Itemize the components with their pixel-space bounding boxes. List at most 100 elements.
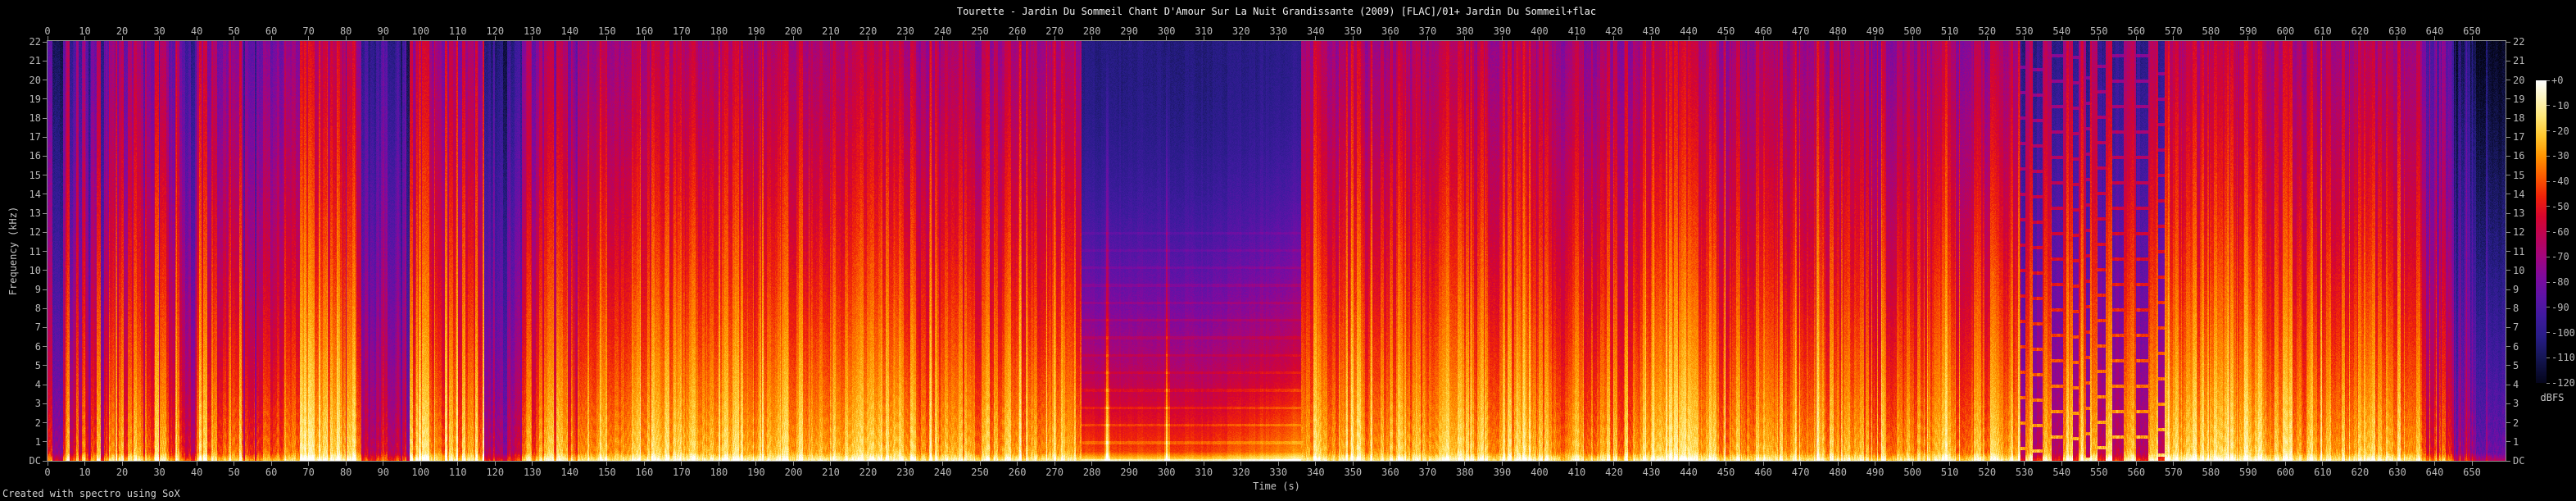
x-axis-tick-top <box>308 36 310 41</box>
plot-border <box>47 40 2506 462</box>
x-axis-tick-label-top: 470 <box>1791 25 1810 37</box>
colorbar-tick <box>2547 206 2550 207</box>
x-axis-tick-bottom <box>494 461 496 466</box>
y-axis-tick-label-left: 21 <box>29 55 41 67</box>
x-axis-tick-top <box>643 36 645 41</box>
x-axis-tick-label-top: 30 <box>153 25 166 37</box>
x-axis-tick-top <box>1800 36 1802 41</box>
x-axis-tick-top <box>569 36 570 41</box>
y-axis-tick-right <box>2506 212 2510 214</box>
x-axis-tick-label-bottom: 290 <box>1120 467 1139 478</box>
x-axis-tick-top <box>942 36 944 41</box>
x-axis-tick-bottom <box>606 461 608 466</box>
x-axis-tick-label-top: 360 <box>1381 25 1399 37</box>
x-axis-tick-top <box>2434 36 2435 41</box>
y-axis-tick-left <box>43 251 48 253</box>
spectrogram-canvas <box>48 41 2506 461</box>
x-axis-tick-top <box>121 36 123 41</box>
x-axis-tick-label-bottom: 340 <box>1306 467 1325 478</box>
x-axis-tick-bottom <box>345 461 347 466</box>
x-axis-tick-label-top: 260 <box>1008 25 1027 37</box>
x-axis-tick-label-bottom: 210 <box>822 467 840 478</box>
x-axis-tick-label-bottom: 410 <box>1567 467 1586 478</box>
y-axis-tick-left <box>43 422 48 424</box>
y-axis-tick-right <box>2506 307 2510 309</box>
x-axis-tick-bottom <box>532 461 533 466</box>
y-axis-tick-left <box>43 326 48 328</box>
x-axis-tick-label-bottom: 130 <box>523 467 542 478</box>
x-axis-tick-label-top: 380 <box>1456 25 1474 37</box>
x-axis-tick-label-bottom: 180 <box>710 467 728 478</box>
x-axis-tick-label-top: 630 <box>2388 25 2406 37</box>
x-axis-tick-label-bottom: 60 <box>265 467 278 478</box>
x-axis-tick-top <box>979 36 981 41</box>
x-axis-tick-bottom <box>1762 461 1764 466</box>
x-axis-tick-label-top: 460 <box>1754 25 1772 37</box>
y-axis-tick-label-right: 14 <box>2513 188 2525 200</box>
x-axis-tick-bottom <box>2024 461 2025 466</box>
x-axis-tick-label-bottom: 90 <box>377 467 389 478</box>
x-axis-tick-label-bottom: 30 <box>153 467 166 478</box>
y-axis-tick-label-right: 17 <box>2513 131 2525 143</box>
x-axis-tick-top <box>1426 36 1428 41</box>
credit-text: Created with spectro using SoX <box>2 488 180 499</box>
x-axis-tick-label-top: 70 <box>302 25 315 37</box>
y-axis-tick-label-right: 6 <box>2513 340 2519 353</box>
y-axis-tick-label-right: 12 <box>2513 226 2525 239</box>
x-axis-tick-bottom <box>1912 461 1913 466</box>
y-axis-tick-left <box>43 136 48 138</box>
x-axis-tick-bottom <box>1054 461 1055 466</box>
colorbar-tick-label: -40 <box>2551 175 2569 187</box>
x-axis-tick-label-bottom: 600 <box>2276 467 2295 478</box>
x-axis-tick-label-bottom: 630 <box>2388 467 2406 478</box>
x-axis-tick-label-top: 610 <box>2314 25 2332 37</box>
x-axis-tick-bottom <box>2322 461 2324 466</box>
y-axis-tick-label-left: 1 <box>34 435 41 448</box>
x-axis-tick-label-top: 500 <box>1903 25 1922 37</box>
x-axis-tick-top <box>2135 36 2137 41</box>
x-axis-tick-top <box>2471 36 2473 41</box>
y-axis-tick-right <box>2506 251 2510 253</box>
x-axis-tick-label-bottom: 0 <box>44 467 51 478</box>
x-axis-tick-label-top: 410 <box>1567 25 1586 37</box>
x-axis-tick-bottom <box>755 461 757 466</box>
y-axis-tick-left <box>43 212 48 214</box>
x-axis-tick-bottom <box>681 461 683 466</box>
x-axis-tick-top <box>270 36 272 41</box>
y-axis-tick-label-left: 13 <box>29 207 41 220</box>
y-axis-tick-right <box>2506 41 2510 43</box>
x-axis-tick-top <box>755 36 757 41</box>
x-axis-tick-label-top: 100 <box>411 25 430 37</box>
x-axis-tick-bottom <box>2359 461 2361 466</box>
y-axis-tick-right <box>2506 460 2510 462</box>
x-axis-tick-label-top: 0 <box>44 25 51 37</box>
x-axis-tick-bottom <box>1651 461 1652 466</box>
y-axis-tick-right <box>2506 231 2510 233</box>
y-axis-tick-label-right: 5 <box>2513 359 2519 371</box>
x-axis-tick-top <box>2098 36 2100 41</box>
y-axis-tick-left <box>43 289 48 290</box>
x-axis-tick-label-top: 310 <box>1195 25 1213 37</box>
x-axis-tick-label-bottom: 20 <box>116 467 129 478</box>
x-axis-tick-label-bottom: 280 <box>1082 467 1101 478</box>
x-axis-tick-label-top: 540 <box>2052 25 2071 37</box>
x-axis-tick-label-bottom: 240 <box>933 467 952 478</box>
y-axis-tick-label-left: 12 <box>29 226 41 239</box>
colorbar-tick <box>2547 231 2550 232</box>
y-axis-tick-label-right: 10 <box>2513 264 2525 276</box>
y-axis-tick-left <box>43 441 48 443</box>
x-axis-tick-bottom <box>942 461 944 466</box>
x-axis-tick-label-bottom: 350 <box>1344 467 1363 478</box>
x-axis-tick-bottom <box>2061 461 2062 466</box>
y-axis-tick-label-right: 21 <box>2513 55 2525 67</box>
x-axis-tick-bottom <box>1464 461 1466 466</box>
x-axis-tick-label-top: 550 <box>2089 25 2108 37</box>
x-axis-tick-top <box>2173 36 2175 41</box>
y-axis-tick-label-left: 8 <box>34 303 41 315</box>
x-axis-tick-label-bottom: 190 <box>747 467 765 478</box>
colorbar-tick <box>2547 130 2550 131</box>
x-axis-tick-bottom <box>1800 461 1802 466</box>
x-axis-tick-label-bottom: 390 <box>1493 467 1512 478</box>
x-axis-tick-label-bottom: 80 <box>339 467 352 478</box>
y-axis-tick-left <box>43 117 48 119</box>
